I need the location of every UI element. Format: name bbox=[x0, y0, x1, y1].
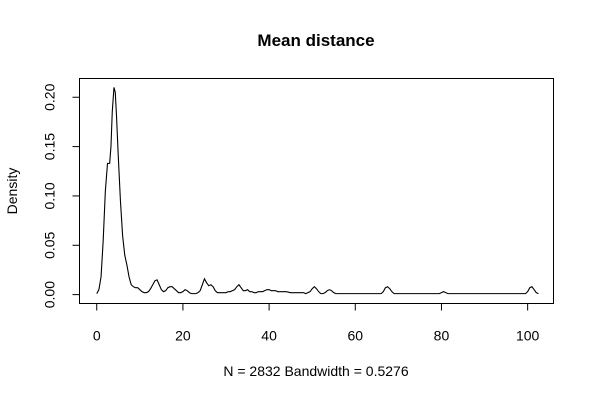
x-tick-label: 40 bbox=[261, 328, 277, 344]
y-tick-label: 0.00 bbox=[42, 281, 58, 308]
chart-title: Mean distance bbox=[257, 31, 374, 50]
y-axis-label: Density bbox=[4, 168, 20, 215]
y-axis: 0.00 0.05 0.10 0.15 0.20 bbox=[42, 83, 80, 308]
x-tick-label: 0 bbox=[93, 328, 101, 344]
y-tick-label: 0.05 bbox=[42, 231, 58, 258]
x-tick-label: 20 bbox=[175, 328, 191, 344]
x-tick-label: 80 bbox=[434, 328, 450, 344]
x-axis-label: N = 2832 Bandwidth = 0.5276 bbox=[223, 363, 408, 379]
x-axis: 0 20 40 60 80 100 bbox=[93, 303, 540, 344]
y-tick-label: 0.10 bbox=[42, 182, 58, 209]
density-curve bbox=[96, 87, 539, 295]
y-tick-label: 0.15 bbox=[42, 133, 58, 160]
y-tick-label: 0.20 bbox=[42, 83, 58, 110]
x-tick-label: 100 bbox=[516, 328, 540, 344]
x-tick-label: 60 bbox=[347, 328, 363, 344]
plot-frame bbox=[79, 78, 554, 304]
